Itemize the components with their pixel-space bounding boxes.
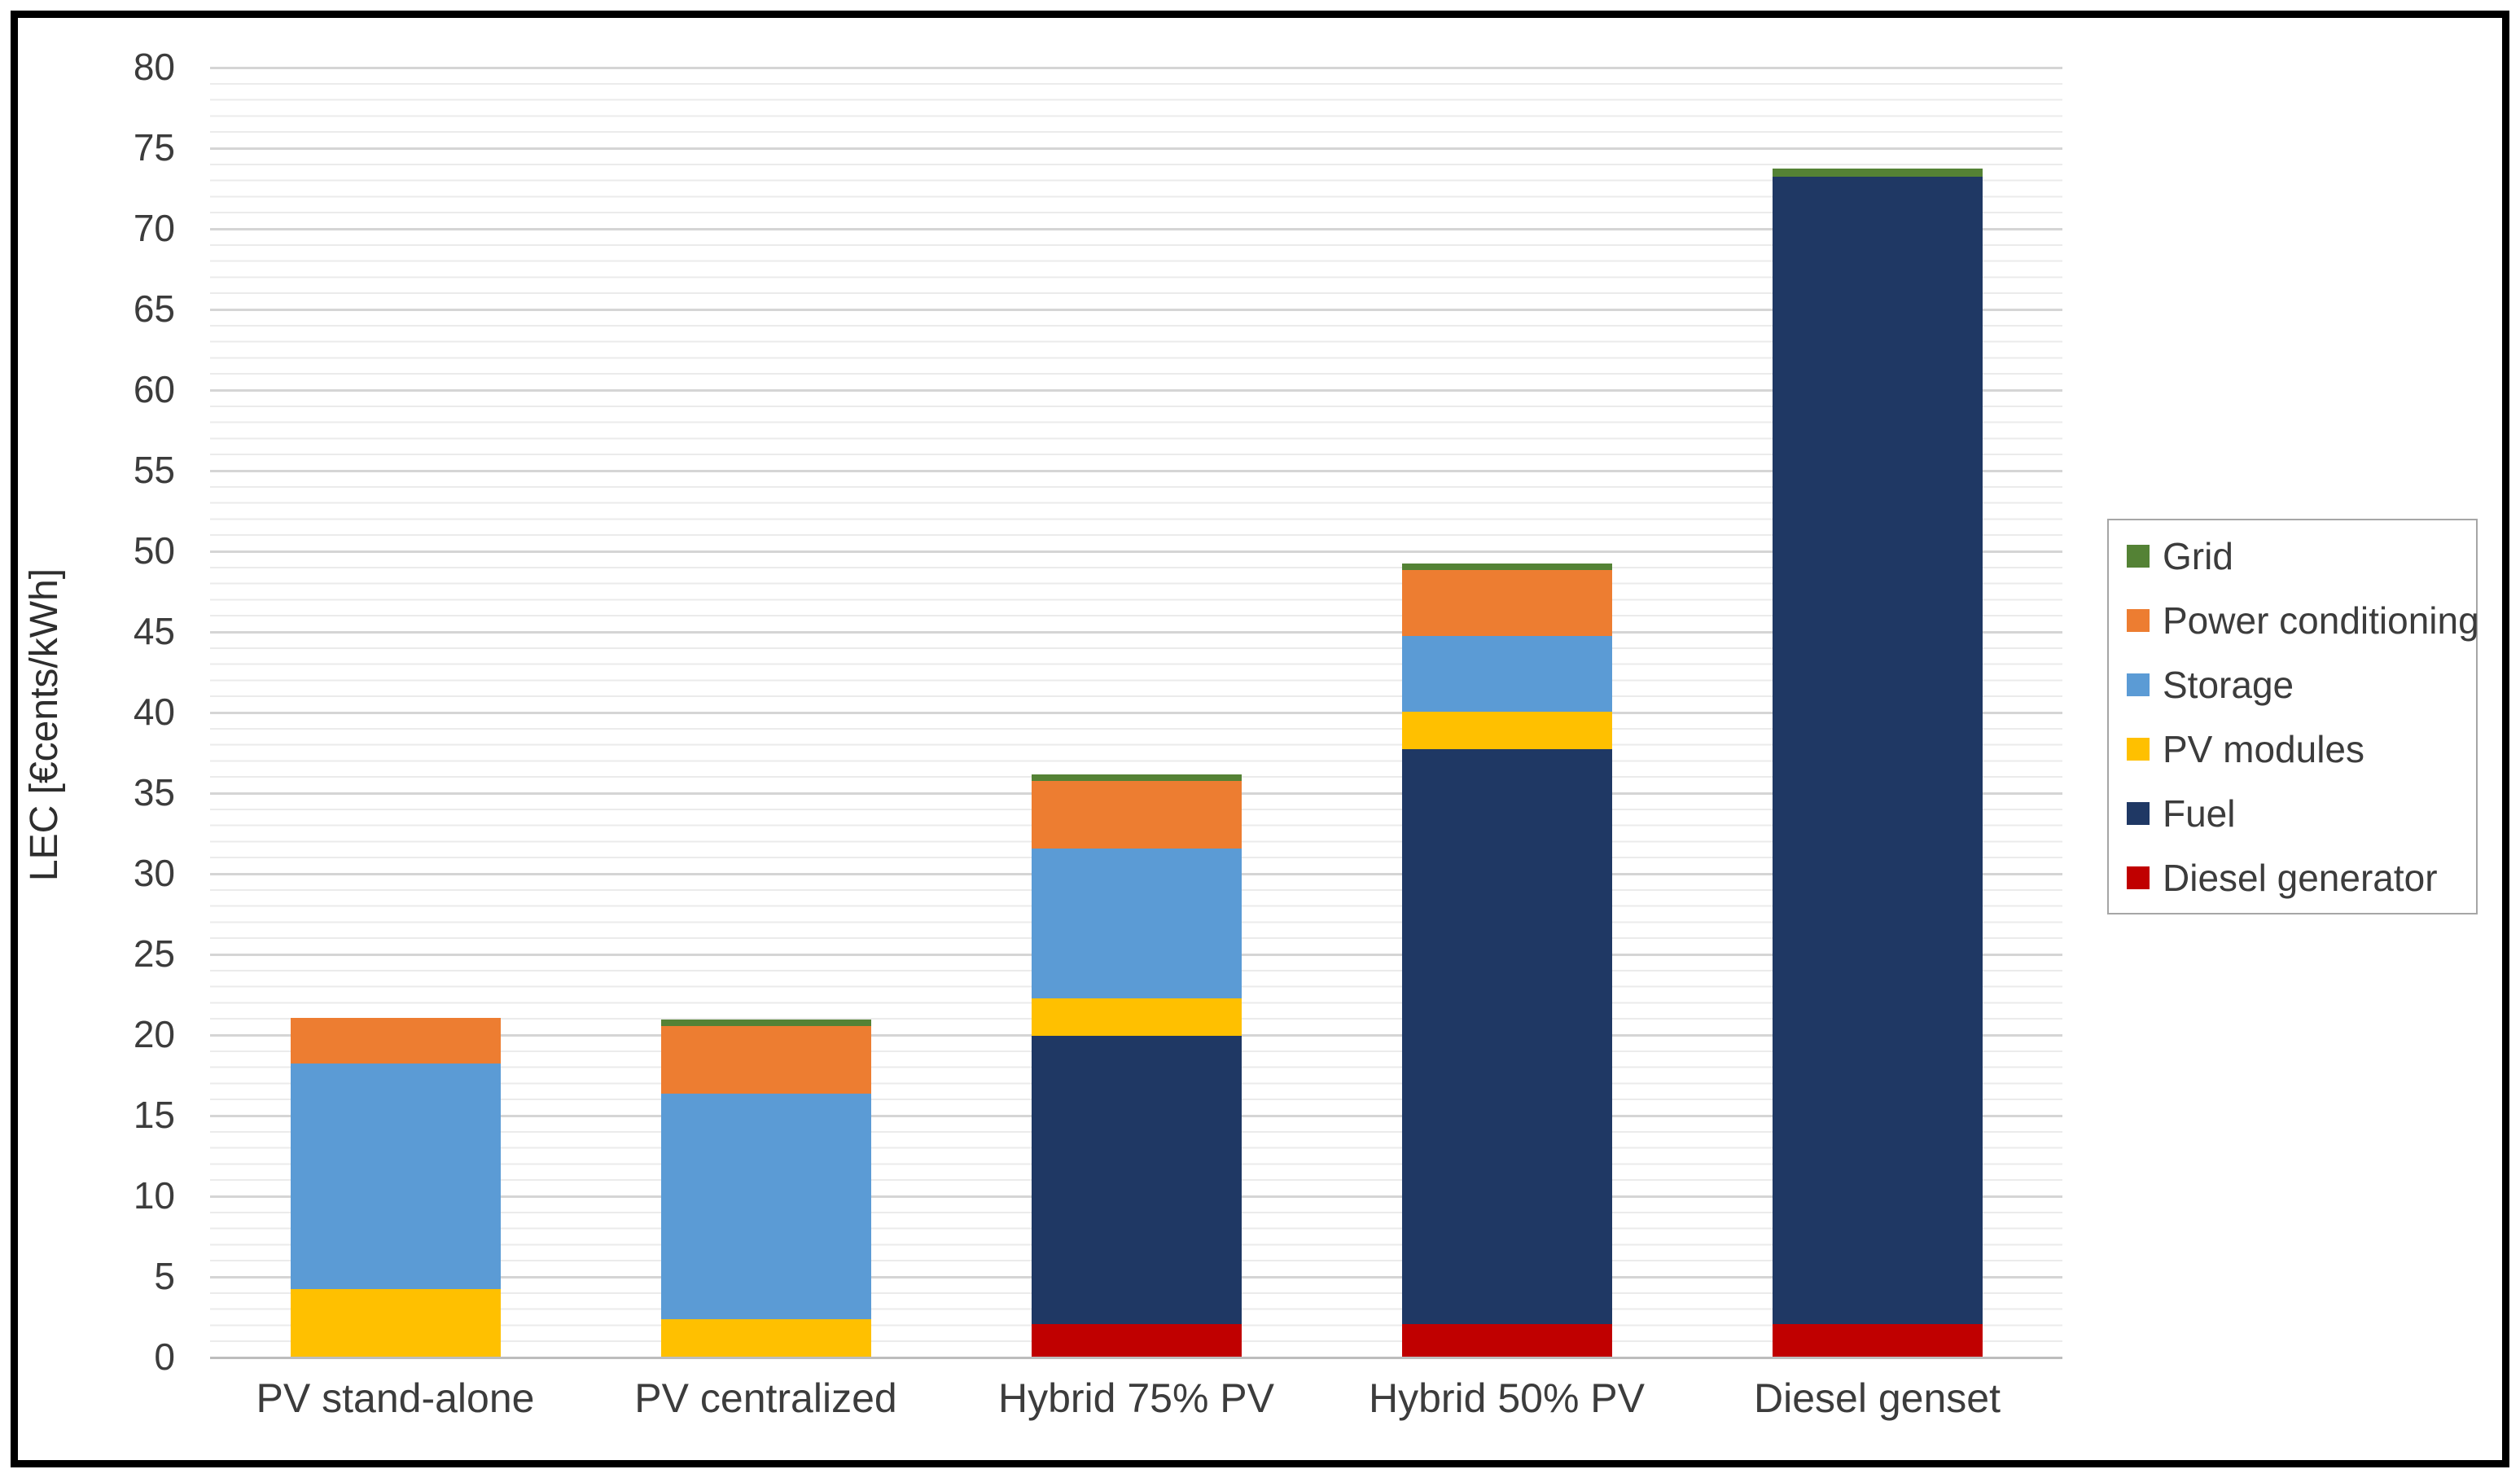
y-tick-label: 45 <box>133 610 175 652</box>
y-tick-label: 50 <box>133 529 175 572</box>
bar-segment-storage <box>660 1094 871 1320</box>
legend-item-pv-modules: PV modules <box>2127 717 2476 781</box>
legend-swatch <box>2127 608 2150 632</box>
y-tick-label: 55 <box>133 449 175 491</box>
legend-label: Power conditioning <box>2163 599 2479 642</box>
x-category-label: PV stand-alone <box>256 1375 535 1421</box>
bar-segment-diesel-generator <box>1031 1324 1242 1357</box>
y-tick-label: 30 <box>133 852 175 894</box>
plot-area <box>210 67 2062 1359</box>
legend: Grid Power conditioning Storage PV modules F… <box>2107 519 2479 914</box>
y-tick-label: 20 <box>133 1013 175 1055</box>
legend-swatch <box>2127 801 2150 825</box>
legend-swatch <box>2127 673 2150 696</box>
legend-swatch <box>2127 737 2150 761</box>
bar-segment-storage <box>1031 849 1242 999</box>
bar-segment-diesel-generator <box>1401 1324 1612 1357</box>
bar-segment-grid <box>660 1020 871 1027</box>
legend-item-storage: Storage <box>2127 652 2476 717</box>
x-category-label: Hybrid 50% PV <box>1368 1375 1646 1421</box>
bar-segment-power-conditioning <box>1031 781 1242 849</box>
y-tick-label: 0 <box>154 1335 175 1378</box>
bar-segment-pv-modules <box>660 1319 871 1357</box>
legend-label: Diesel generator <box>2163 856 2438 899</box>
bar-segment-fuel <box>1772 176 1983 1325</box>
y-tick-label: 15 <box>133 1094 175 1136</box>
y-tick-label: 25 <box>133 932 175 975</box>
stacked-bar-diesel-genset <box>1772 168 1983 1357</box>
bar-segment-grid <box>1401 563 1612 570</box>
legend-label: PV modules <box>2163 727 2365 770</box>
legend-label: Fuel <box>2163 792 2236 835</box>
x-category-label: PV centralized <box>634 1375 897 1421</box>
bar-segment-diesel-generator <box>1772 1324 1983 1357</box>
y-tick-label: 75 <box>133 126 175 169</box>
y-tick-label: 60 <box>133 368 175 410</box>
legend-swatch <box>2127 866 2150 889</box>
legend-item-diesel-generator: Diesel generator <box>2127 845 2476 910</box>
legend-label: Storage <box>2163 663 2294 706</box>
bar-segment-pv-modules <box>1031 998 1242 1036</box>
bar-segment-power-conditioning <box>1401 569 1612 636</box>
x-category-label: Diesel genset <box>1754 1375 2001 1421</box>
legend-item-power-conditioning: Power conditioning <box>2127 588 2479 652</box>
y-tick-label: 5 <box>154 1255 175 1297</box>
bar-segment-pv-modules <box>1401 712 1612 749</box>
stacked-bar-hybrid-50-pv <box>1401 563 1612 1357</box>
bar-segment-grid <box>1031 774 1242 782</box>
x-category-label: Hybrid 75% PV <box>997 1375 1275 1421</box>
y-tick-label: 40 <box>133 691 175 733</box>
bar-segment-power-conditioning <box>290 1018 501 1064</box>
bar-segment-pv-modules <box>290 1288 501 1357</box>
legend-swatch <box>2127 544 2150 568</box>
bar-segment-grid <box>1772 168 1983 177</box>
y-tick-label: 80 <box>133 46 175 88</box>
stacked-bar-pv-centralized <box>660 1020 871 1357</box>
y-tick-label: 70 <box>133 207 175 249</box>
legend-item-fuel: Fuel <box>2127 781 2476 845</box>
bar-segment-storage <box>290 1063 501 1289</box>
bar-segment-power-conditioning <box>660 1026 871 1094</box>
legend-label: Grid <box>2163 534 2233 577</box>
bar-segment-fuel <box>1401 748 1612 1325</box>
bar-segment-fuel <box>1031 1036 1242 1325</box>
stacked-bar-pv-stand-alone <box>290 1018 501 1357</box>
y-tick-label: 10 <box>133 1174 175 1217</box>
y-tick-label: 65 <box>133 287 175 330</box>
y-tick-label: 35 <box>133 771 175 814</box>
legend-item-grid: Grid <box>2127 524 2476 588</box>
bar-segment-storage <box>1401 635 1612 713</box>
stacked-bar-hybrid-75-pv <box>1031 774 1242 1357</box>
